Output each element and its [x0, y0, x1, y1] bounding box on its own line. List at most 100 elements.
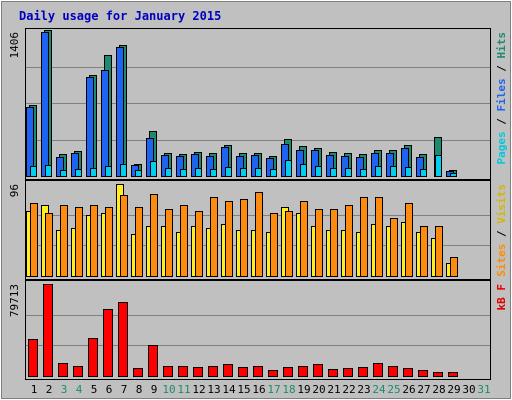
bar-files-day-5: [86, 77, 94, 177]
x-tick-label-day-1: 1: [31, 383, 38, 396]
bar-kbf-day-6: [103, 309, 113, 377]
bar-sites-day-8: [135, 207, 143, 277]
bar-kbf-day-7: [118, 302, 128, 377]
bar-kbf-day-24: [373, 363, 383, 377]
bar-sites-day-22: [345, 205, 353, 277]
y-max-label: 79713: [8, 284, 21, 317]
bar-kbf-day-22: [343, 368, 353, 377]
x-tick-label-day-28: 28: [432, 383, 445, 396]
bar-pages-day-7: [120, 164, 127, 177]
x-tick-label-day-31: 31: [477, 383, 490, 396]
x-tick-label-day-6: 6: [106, 383, 113, 396]
x-tick-label-day-20: 20: [312, 383, 325, 396]
bar-pages-day-17: [270, 169, 277, 177]
bar-kbf-day-20: [313, 364, 323, 377]
bar-pages-day-22: [345, 168, 352, 177]
bar-pages-day-1: [30, 166, 37, 177]
x-tick-label-day-26: 26: [402, 383, 415, 396]
series-legend: Pages / Files / Hits: [495, 32, 508, 165]
bar-sites-day-26: [405, 203, 413, 277]
bar-kbf-day-23: [358, 367, 368, 377]
x-tick-label-day-21: 21: [327, 383, 340, 396]
bar-sites-day-16: [255, 192, 263, 277]
x-tick-label-day-25: 25: [387, 383, 400, 396]
x-tick-label-day-14: 14: [222, 383, 236, 396]
x-tick-label-day-16: 16: [252, 383, 265, 396]
bar-sites-day-9: [150, 194, 158, 277]
bar-pages-day-27: [420, 169, 427, 177]
bar-files-day-7: [116, 47, 124, 177]
bar-pages-day-19: [300, 164, 307, 177]
bar-pages-day-6: [105, 166, 112, 177]
x-tick-label-day-9: 9: [151, 383, 158, 396]
bar-sites-day-24: [375, 197, 383, 277]
bar-sites-day-5: [90, 205, 98, 277]
legend-part: Visits: [495, 184, 508, 224]
bar-sites-day-1: [30, 203, 38, 277]
legend-part: /: [495, 224, 508, 244]
bar-sites-day-21: [330, 209, 338, 277]
bar-pages-day-11: [180, 169, 187, 177]
bar-sites-day-17: [270, 213, 278, 277]
bar-kbf-day-2: [43, 284, 53, 377]
x-tick-label-day-12: 12: [192, 383, 205, 396]
bar-kbf-day-4: [73, 366, 83, 377]
bar-sites-day-14: [225, 201, 233, 277]
x-tick-label-day-24: 24: [372, 383, 386, 396]
bar-kbf-day-8: [133, 368, 143, 377]
bar-pages-day-26: [405, 167, 412, 177]
bar-kbf-day-28: [433, 372, 443, 377]
x-tick-label-day-4: 4: [76, 383, 83, 396]
series-legend: kB F: [495, 284, 508, 311]
bar-pages-day-3: [60, 170, 67, 177]
bar-pages-day-29: [450, 173, 457, 177]
bar-pages-day-18: [285, 160, 292, 177]
bar-sites-day-19: [300, 201, 308, 277]
bar-sites-day-11: [180, 205, 188, 277]
x-tick-label-day-27: 27: [417, 383, 430, 396]
bar-kbf-day-1: [28, 339, 38, 377]
bar-pages-day-5: [90, 168, 97, 177]
bar-files-day-6: [101, 70, 109, 177]
bar-kbf-day-29: [448, 372, 458, 377]
bar-pages-day-2: [45, 165, 52, 177]
bar-kbf-day-25: [388, 366, 398, 377]
x-tick-label-day-18: 18: [282, 383, 295, 396]
bar-sites-day-13: [210, 197, 218, 277]
bar-pages-day-9: [150, 161, 157, 177]
bar-sites-day-2: [45, 213, 53, 277]
bar-kbf-day-10: [163, 366, 173, 377]
bar-pages-day-25: [390, 166, 397, 177]
bar-pages-day-13: [210, 169, 217, 177]
bar-pages-day-10: [165, 168, 172, 177]
bar-pages-day-24: [375, 166, 382, 177]
legend-part: kB F: [495, 284, 508, 311]
bar-kbf-day-9: [148, 345, 158, 377]
x-tick-label-day-22: 22: [342, 383, 355, 396]
bar-sites-day-3: [60, 205, 68, 277]
chart-title: Daily usage for January 2015: [19, 9, 221, 23]
bar-kbf-day-21: [328, 369, 338, 377]
bar-kbf-day-5: [88, 338, 98, 377]
bar-sites-day-29: [450, 257, 458, 277]
bar-kbf-day-26: [403, 368, 413, 377]
bar-sites-day-6: [105, 207, 113, 277]
bar-kbf-day-15: [238, 367, 248, 377]
panel-traffic: 79713 kB F: [8, 280, 508, 380]
bar-kbf-day-27: [418, 370, 428, 377]
x-tick-label-day-11: 11: [177, 383, 190, 396]
bar-kbf-day-11: [178, 366, 188, 377]
x-tick-label-day-30: 30: [462, 383, 475, 396]
bar-pages-day-8: [135, 170, 142, 177]
bar-files-day-2: [41, 32, 49, 177]
bar-kbf-day-12: [193, 367, 203, 377]
bar-pages-day-14: [225, 167, 232, 177]
bar-pages-day-4: [75, 169, 82, 177]
x-tick-label-day-15: 15: [237, 383, 250, 396]
bar-sites-day-15: [240, 199, 248, 277]
bar-pages-day-23: [360, 169, 367, 177]
bar-kbf-day-13: [208, 366, 218, 377]
bar-kbf-day-3: [58, 363, 68, 377]
bar-pages-day-15: [240, 168, 247, 177]
